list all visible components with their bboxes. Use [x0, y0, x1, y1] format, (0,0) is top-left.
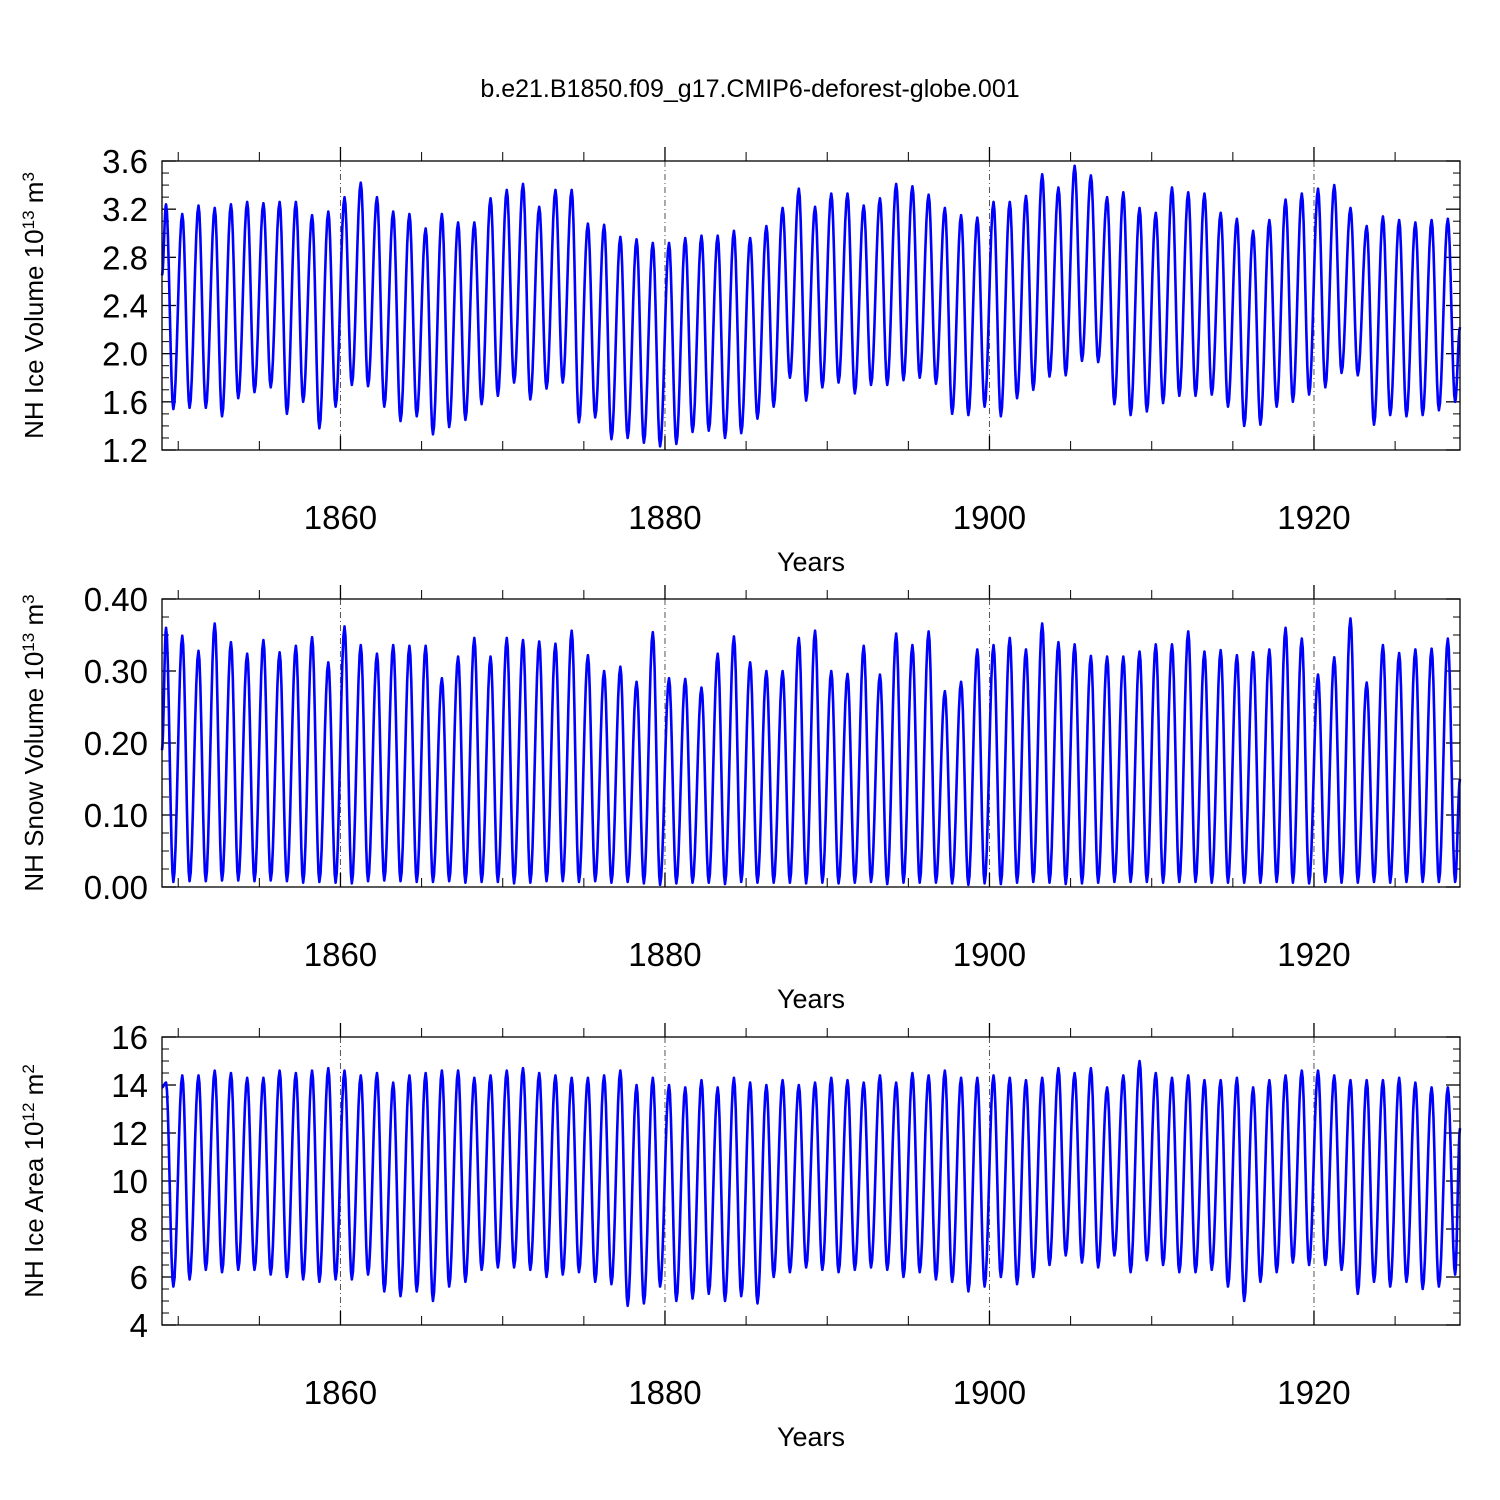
panels: 1.2 1.6 2.0 2.4 2.8 3.2 3.6 1860 1880 1900 1920 Yea… — [19, 143, 1462, 1452]
y-tick-label: 0.00 — [84, 869, 148, 906]
y-axis-title-part: 12 — [19, 1103, 38, 1122]
y-axis-title-part: m — [19, 604, 49, 633]
y-axis-title-part: NH Ice Area 10 — [19, 1121, 49, 1297]
x-tick-label: 1880 — [628, 499, 701, 536]
x-tick-label: 1920 — [1277, 936, 1350, 973]
series-line — [160, 617, 1462, 887]
y-tick-label: 2.4 — [102, 288, 148, 325]
y-tick-label: 2.0 — [102, 336, 148, 373]
y-axis-title-part: 13 — [19, 633, 38, 652]
y-tick-label: 1.6 — [102, 384, 148, 421]
x-axis-title: Years — [777, 1422, 845, 1452]
y-axis-title-part: m — [19, 1074, 49, 1103]
x-tick-label: 1900 — [953, 1374, 1026, 1411]
panel-3: 4 6 8 10 12 14 16 1860 1880 1900 1920 Years NH Ice A… — [19, 1019, 1462, 1452]
figure-title: b.e21.B1850.f09_g17.CMIP6-deforest-globe… — [480, 75, 1019, 103]
series-line — [160, 164, 1462, 448]
y-tick-label: 12 — [111, 1115, 148, 1152]
y-axis-title-part: 2 — [19, 1064, 38, 1073]
y-axis-title: NH Ice Area 1012 m2 — [19, 1064, 50, 1298]
y-tick-label: 0.10 — [84, 797, 148, 834]
y-tick-label: 10 — [111, 1163, 148, 1200]
y-tick-label: 3.6 — [102, 143, 148, 180]
y-axis-title: NH Snow Volume 1013 m3 — [19, 594, 50, 891]
y-axis-title: NH Ice Volume 1013 m3 — [19, 172, 50, 439]
y-axis-title-part: m — [19, 182, 49, 211]
x-tick-label: 1860 — [304, 1374, 377, 1411]
plot-frame — [161, 160, 1461, 451]
panel-2: 0.00 0.10 0.20 0.30 0.40 1860 1880 1900 1920 Year… — [19, 581, 1462, 1014]
x-tick-label: 1920 — [1277, 1374, 1350, 1411]
x-tick-label: 1880 — [628, 936, 701, 973]
y-tick-label: 14 — [111, 1067, 148, 1104]
y-axis-title-part: NH Snow Volume 10 — [19, 652, 49, 892]
y-tick-label: 0.30 — [84, 653, 148, 690]
y-axis-title-part: 3 — [19, 172, 38, 181]
y-tick-label: 2.8 — [102, 239, 148, 276]
y-tick-label: 6 — [130, 1259, 148, 1296]
y-axis-title-part: 3 — [19, 594, 38, 603]
x-tick-label: 1880 — [628, 1374, 701, 1411]
y-axis-title-part: NH Ice Volume 10 — [19, 229, 49, 439]
x-tick-label: 1860 — [304, 499, 377, 536]
plot-frame — [161, 1036, 1461, 1326]
x-tick-label: 1900 — [953, 499, 1026, 536]
y-tick-label: 16 — [111, 1019, 148, 1056]
y-tick-label: 4 — [130, 1307, 148, 1344]
series-line — [161, 1059, 1462, 1308]
x-tick-label: 1920 — [1277, 499, 1350, 536]
y-axis-title-part: 13 — [19, 210, 38, 229]
y-tick-label: 1.2 — [102, 432, 148, 469]
panel-1: 1.2 1.6 2.0 2.4 2.8 3.2 3.6 1860 1880 1900 1920 Yea… — [19, 143, 1462, 577]
plot-frame — [161, 598, 1461, 888]
y-tick-label: 0.40 — [84, 581, 148, 618]
y-tick-label: 0.20 — [84, 725, 148, 762]
x-tick-label: 1900 — [953, 936, 1026, 973]
y-tick-label: 3.2 — [102, 191, 148, 228]
x-tick-label: 1860 — [304, 936, 377, 973]
y-tick-label: 8 — [130, 1211, 148, 1248]
x-axis-title: Years — [777, 984, 845, 1014]
x-axis-title: Years — [777, 547, 845, 577]
